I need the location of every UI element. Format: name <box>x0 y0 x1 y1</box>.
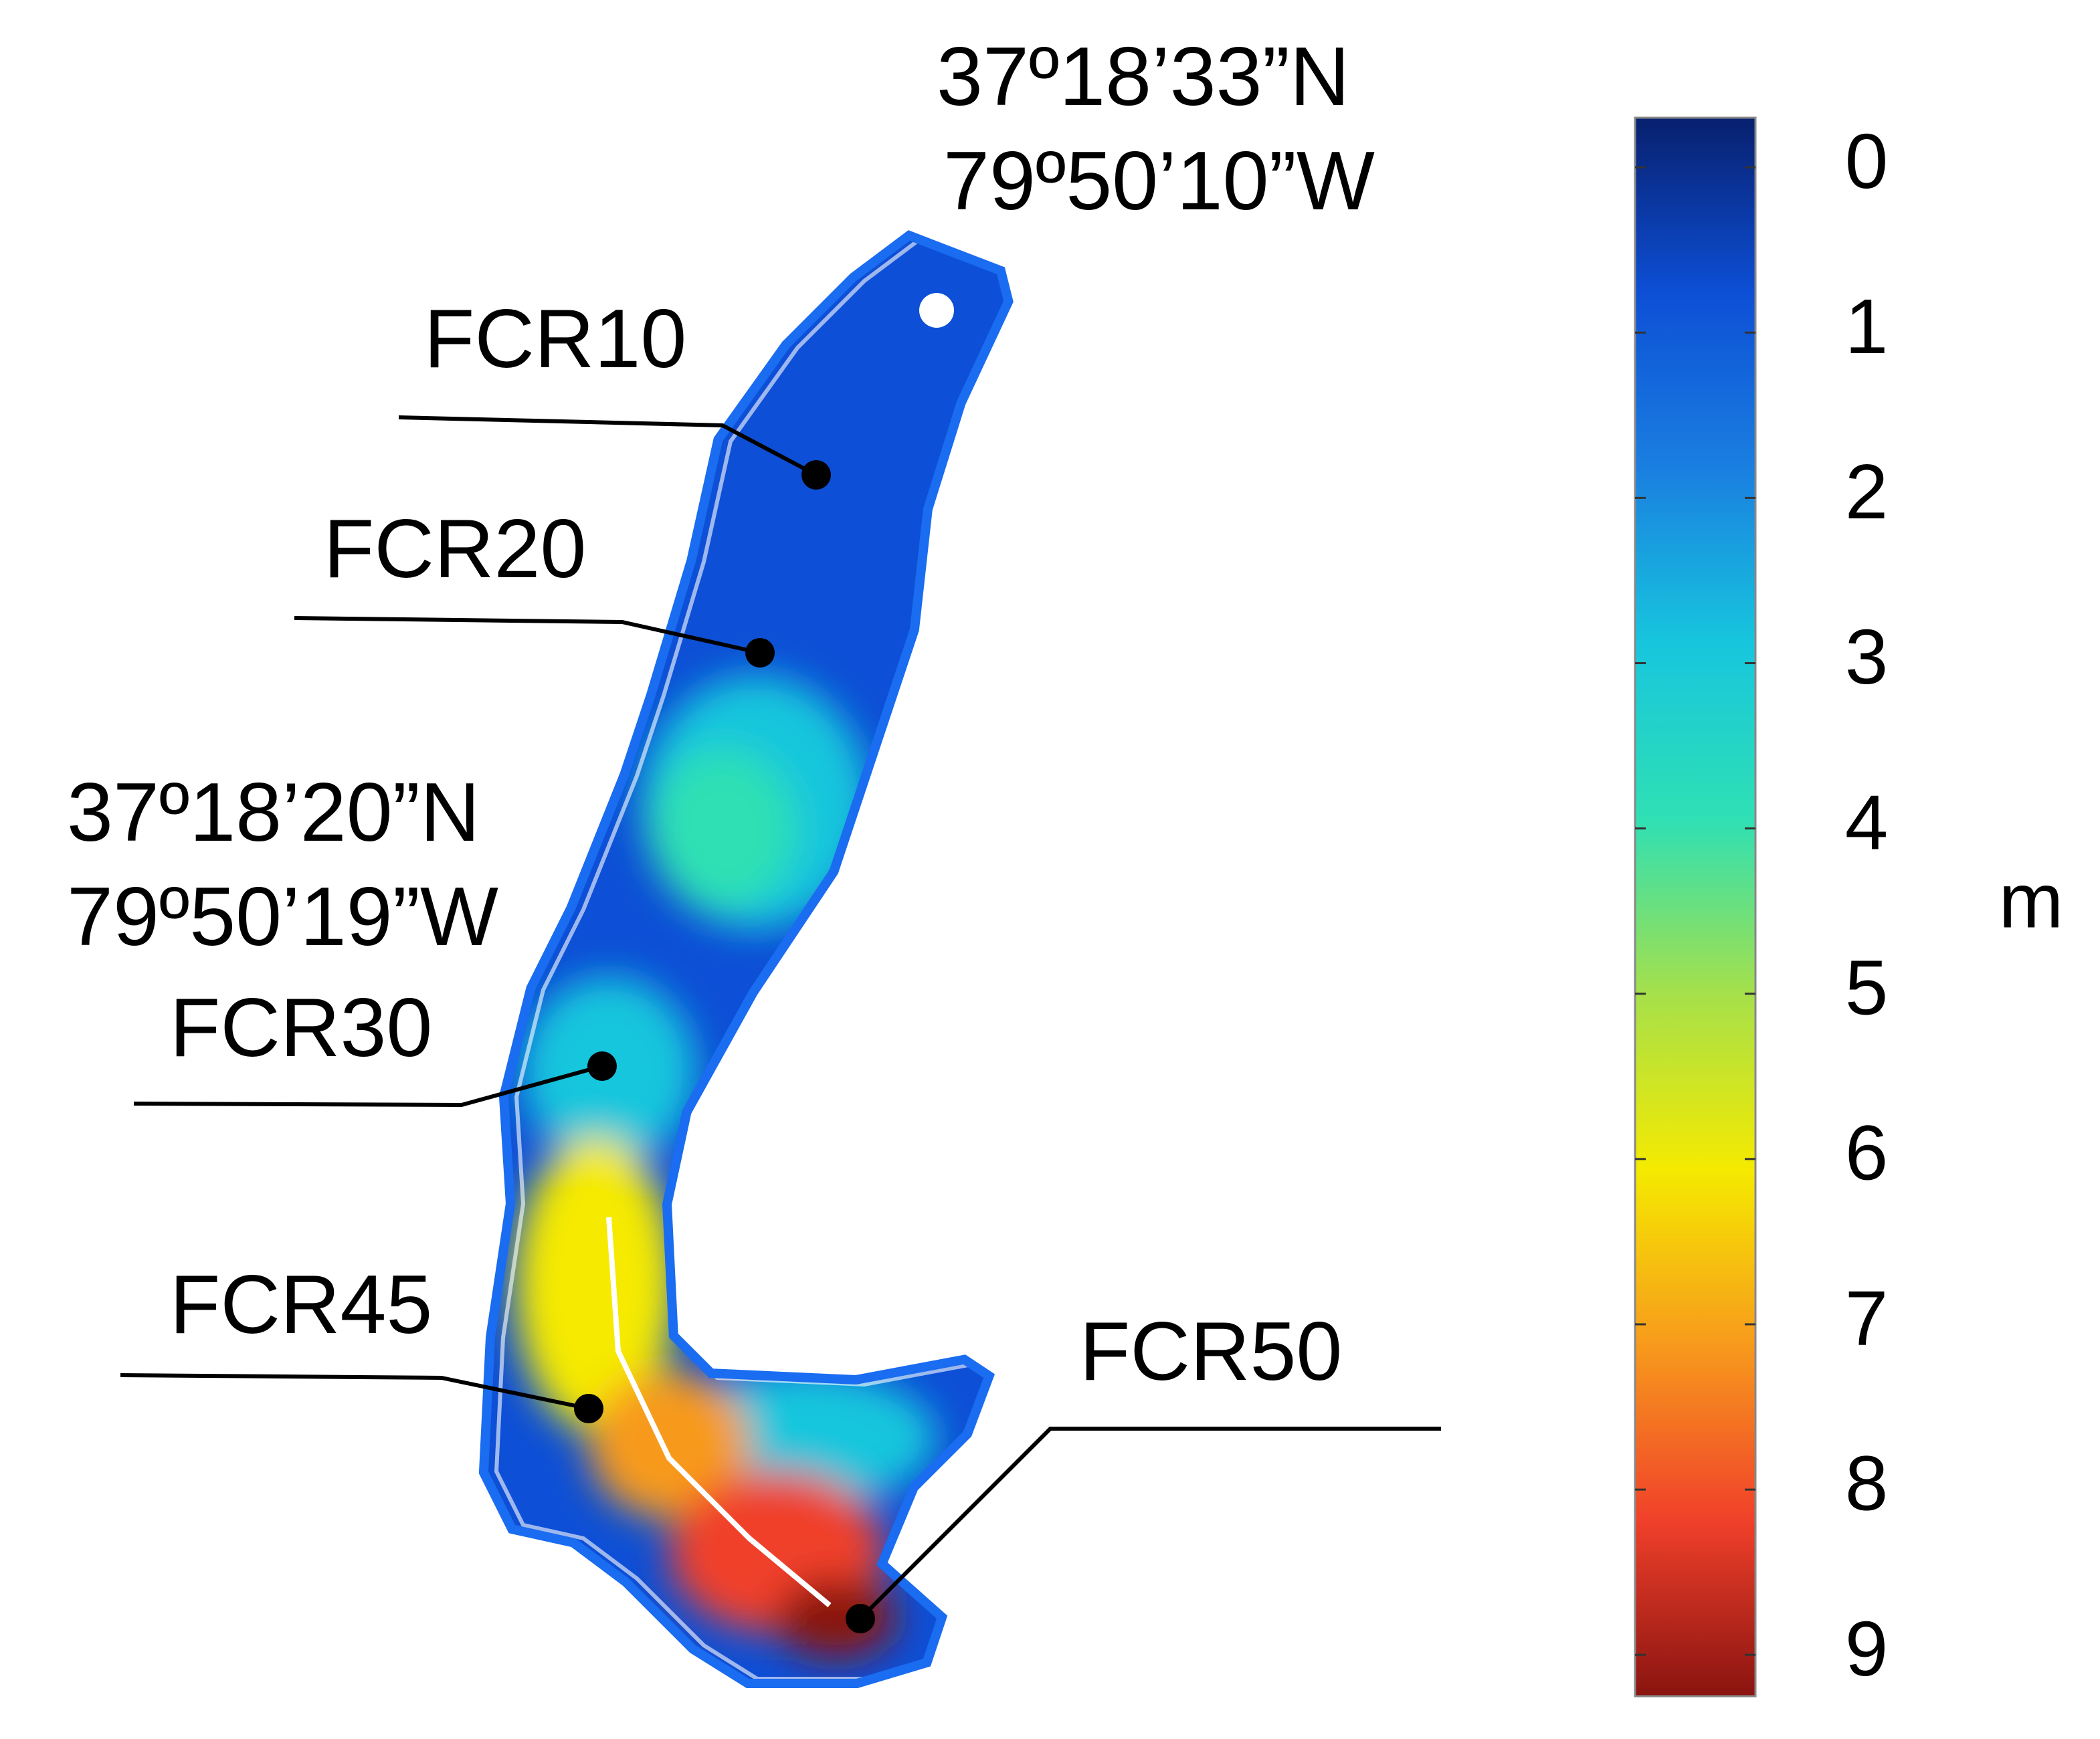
tick-label: 7 <box>1845 1275 1889 1362</box>
tick-label: 8 <box>1845 1440 1889 1527</box>
site-marker <box>801 460 831 490</box>
tick-label: 5 <box>1845 944 1889 1031</box>
tick-label: 4 <box>1845 779 1889 865</box>
leader-line <box>858 1427 1441 1621</box>
site-label: FCR50 <box>1080 1306 1343 1398</box>
site-label: FCR30 <box>170 982 433 1074</box>
leader-line <box>398 415 818 477</box>
island <box>919 293 954 328</box>
tick-label: 9 <box>1845 1605 1889 1692</box>
tick-label: 1 <box>1845 283 1889 370</box>
tick-label: 3 <box>1845 613 1889 700</box>
site-marker <box>846 1604 875 1633</box>
depth-zone <box>649 749 796 910</box>
site-label: FCR20 <box>324 503 587 595</box>
site-marker <box>745 638 775 668</box>
coordinate-lat: 37º18’20”N <box>67 766 480 859</box>
site-label: FCR45 <box>170 1259 433 1351</box>
leader-line <box>133 1064 603 1108</box>
depth-zone <box>776 1578 896 1659</box>
depth-zone <box>589 1371 749 1518</box>
tick-label: 2 <box>1845 448 1889 535</box>
leader-line <box>120 1373 589 1411</box>
tick-label: 6 <box>1845 1109 1889 1196</box>
tick-label: 0 <box>1845 118 1889 205</box>
site-marker <box>574 1394 603 1423</box>
coordinate-lon: 79º50’10”W <box>943 135 1375 227</box>
site-marker <box>587 1051 617 1081</box>
depth-zone <box>515 1137 676 1431</box>
site-label: FCR10 <box>424 293 687 385</box>
leader-line <box>294 616 761 655</box>
colorbar-unit: m <box>1999 857 2064 944</box>
coordinate-lon: 79º50’19”W <box>67 871 498 963</box>
old-channel <box>606 1217 832 1608</box>
coordinate-lat: 37º18’33”N <box>937 31 1349 123</box>
colorbar <box>1634 116 1757 1698</box>
sites: FCR10 FCR20 FCR30 FCR45 FCR50 <box>120 293 1441 1633</box>
colorbar-ticks: 0 1 2 3 4 5 6 7 8 9 <box>1635 118 1888 1692</box>
